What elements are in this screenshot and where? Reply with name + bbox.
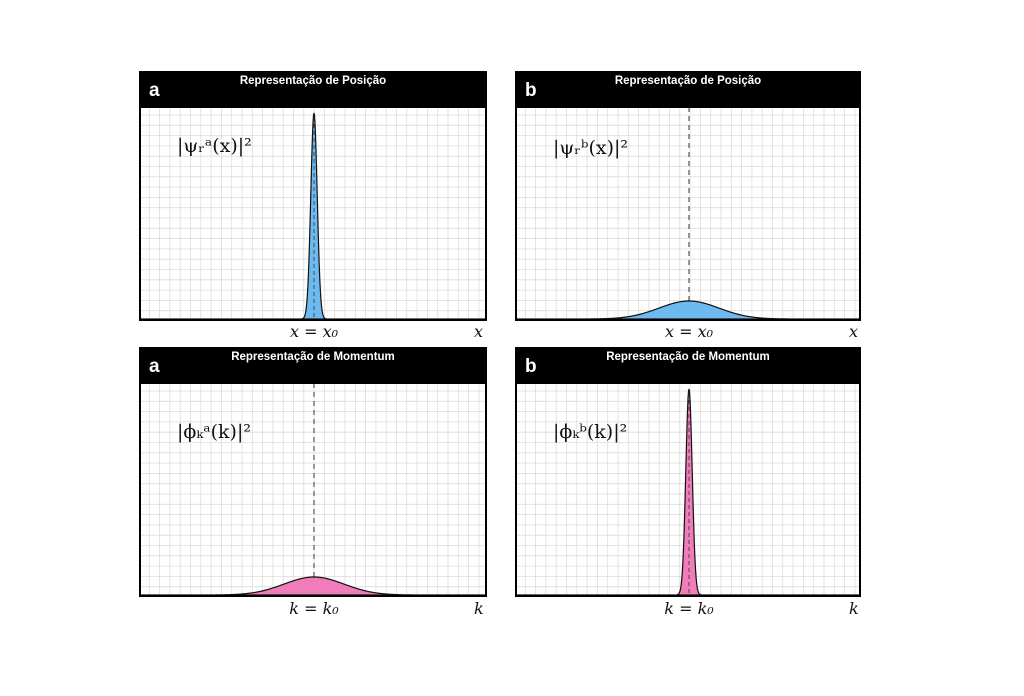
panel-position-a: a Representação de Posição |ψᵣᵃ(x)|² (139, 71, 487, 321)
panel-title: Representação de Posição (614, 75, 762, 87)
plot-svg (139, 107, 487, 321)
panel-header: b Representação de Momentum (515, 347, 861, 383)
center-label: k = k₀ (289, 599, 339, 618)
axis-label: k (849, 599, 859, 618)
distribution-curve (515, 300, 861, 320)
panel-letter: b (525, 356, 537, 377)
plot-svg (139, 383, 487, 597)
axis-label: k (474, 599, 484, 618)
distribution-curve (515, 388, 861, 596)
center-label: x = x₀ (664, 322, 714, 341)
axis-label: x (474, 322, 484, 341)
panel-title: Representação de Momentum (231, 351, 395, 363)
plot-frame (139, 383, 487, 597)
panel-momentum-a: a Representação de Momentum |ϕₖᵃ(k)|² (139, 347, 487, 597)
function-label: |ϕₖᵇ(k)|² (553, 421, 628, 443)
panel-letter: a (149, 80, 160, 101)
panel-position-b: b Representação de Posição |ψᵣᵇ(x)|² (515, 71, 861, 321)
center-label: k = k₀ (664, 599, 714, 618)
plot-area (139, 107, 487, 321)
grid (515, 107, 861, 321)
panel-title: Representação de Posição (239, 75, 387, 87)
distribution-curve (139, 576, 487, 596)
function-label: |ψᵣᵇ(x)|² (553, 137, 629, 159)
function-label: |ϕₖᵃ(k)|² (177, 421, 251, 443)
panel-letter: a (149, 356, 160, 377)
center-label: x = x₀ (289, 322, 339, 341)
axis-label: x (849, 322, 859, 341)
panel-header: a Representação de Posição (139, 71, 487, 107)
plot-area (139, 383, 487, 597)
plot-area (515, 383, 861, 597)
function-label: |ψᵣᵃ(x)|² (177, 135, 252, 157)
grid (139, 383, 487, 597)
plot-frame (515, 383, 861, 597)
plot-area (515, 107, 861, 321)
panel-title: Representação de Momentum (606, 351, 770, 363)
plot-frame (515, 107, 861, 321)
panel-header: a Representação de Momentum (139, 347, 487, 383)
plot-svg (515, 383, 861, 597)
panel-header: b Representação de Posição (515, 71, 861, 107)
panel-letter: b (525, 80, 537, 101)
panel-momentum-b: b Representação de Momentum |ϕₖᵇ(k)|² (515, 347, 861, 597)
plot-frame (139, 107, 487, 321)
plot-svg (515, 107, 861, 321)
